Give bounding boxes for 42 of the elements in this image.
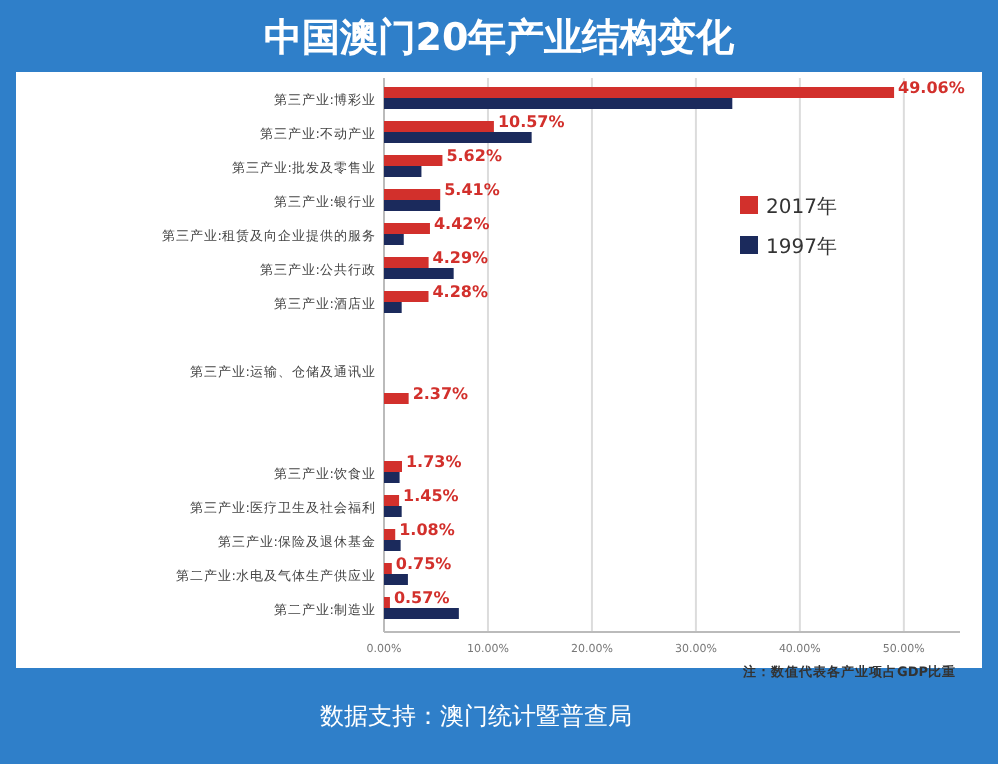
bar — [384, 87, 895, 98]
data-label: 0.57% — [393, 589, 450, 607]
bar — [384, 257, 429, 268]
data-label: 0.75% — [395, 555, 452, 573]
data-label: 10.57% — [497, 113, 565, 131]
bar — [384, 291, 429, 302]
bar — [384, 597, 390, 608]
text: 数据支持：澳门统计暨普查局 — [320, 702, 632, 730]
bar — [384, 302, 402, 313]
bar — [384, 200, 441, 211]
bar — [384, 234, 404, 245]
bar — [384, 472, 400, 483]
data-label: 49.06% — [898, 79, 965, 97]
bar — [384, 563, 392, 574]
data-label: 5.41% — [444, 181, 500, 199]
bar — [384, 540, 401, 551]
bar — [384, 574, 408, 585]
data-label: 4.29% — [432, 249, 489, 267]
data-label: 4.28% — [432, 283, 489, 301]
legend-label: 1997年 — [766, 235, 837, 259]
chart-title: 中国澳门20年产业结构变化 — [263, 16, 737, 60]
legend-label: 2017年 — [766, 195, 837, 219]
bar — [384, 461, 402, 472]
bar — [384, 132, 532, 143]
bar — [384, 506, 402, 517]
bar — [384, 166, 422, 177]
data-label: 2.37% — [412, 385, 469, 403]
data-label: 5.62% — [446, 147, 502, 165]
data-label: 1.45% — [403, 487, 459, 505]
bar — [384, 608, 459, 619]
bar — [384, 393, 409, 404]
bar — [384, 155, 443, 166]
data-label: 1.73% — [405, 453, 462, 471]
bar — [384, 495, 400, 506]
bar — [384, 121, 494, 132]
bar — [384, 189, 441, 200]
data-label: 1.08% — [399, 521, 455, 539]
bar — [384, 223, 430, 234]
bar — [384, 268, 454, 279]
bar — [384, 98, 733, 109]
bar — [384, 529, 396, 540]
data-label: 4.42% — [433, 215, 490, 233]
